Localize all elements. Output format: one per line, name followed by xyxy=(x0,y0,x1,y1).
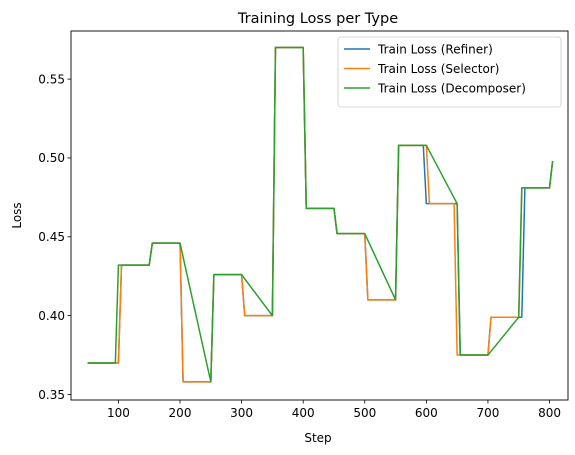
legend-label: Train Loss (Decomposer) xyxy=(377,81,526,95)
legend-label: Train Loss (Selector) xyxy=(377,62,499,76)
y-tick-label: 0.45 xyxy=(38,230,65,244)
series-layer xyxy=(87,46,554,383)
legend: Train Loss (Refiner) Train Loss (Selector… xyxy=(337,36,562,108)
y-tick-label: 0.55 xyxy=(38,72,65,86)
y-axis-label: Loss xyxy=(10,202,24,228)
y-tick-label: 0.40 xyxy=(38,309,65,323)
legend-label: Train Loss (Refiner) xyxy=(377,42,493,56)
x-tick-label: 700 xyxy=(476,406,499,420)
plot-frame xyxy=(70,30,569,401)
x-axis-label: Step xyxy=(304,431,331,445)
y-axis: 0.35 0.40 0.45 0.50 0.55 xyxy=(38,72,71,402)
x-axis: 100 200 300 400 500 600 700 800 xyxy=(107,400,561,420)
legend-box xyxy=(337,36,562,108)
x-tick-label: 600 xyxy=(415,406,438,420)
x-tick-label: 800 xyxy=(538,406,561,420)
y-tick-label: 0.35 xyxy=(38,388,65,402)
x-tick-label: 300 xyxy=(230,406,253,420)
y-tick-label: 0.50 xyxy=(38,151,65,165)
chart-title: Training Loss per Type xyxy=(237,11,398,27)
series-line-3 xyxy=(87,46,554,383)
x-tick-label: 100 xyxy=(107,406,130,420)
x-tick-label: 400 xyxy=(292,406,315,420)
x-tick-label: 500 xyxy=(353,406,376,420)
x-tick-label: 200 xyxy=(169,406,192,420)
